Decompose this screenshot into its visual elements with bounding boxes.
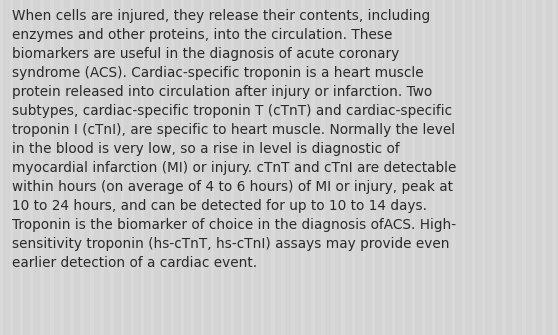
Bar	[100, 0, 104, 335]
Bar	[532, 0, 536, 335]
Bar	[211, 0, 214, 335]
Bar	[70, 0, 74, 335]
Bar	[271, 0, 275, 335]
Text: When cells are injured, they release their contents, including
enzymes and other: When cells are injured, they release the…	[12, 9, 456, 270]
Bar	[191, 0, 194, 335]
Bar	[502, 0, 506, 335]
Bar	[241, 0, 244, 335]
Bar	[432, 0, 435, 335]
Bar	[492, 0, 496, 335]
Bar	[50, 0, 54, 335]
Bar	[0, 0, 3, 335]
Bar	[422, 0, 425, 335]
Bar	[121, 0, 124, 335]
Bar	[542, 0, 546, 335]
Bar	[482, 0, 485, 335]
Bar	[221, 0, 224, 335]
Bar	[161, 0, 164, 335]
Bar	[382, 0, 385, 335]
Bar	[522, 0, 526, 335]
Bar	[402, 0, 405, 335]
Bar	[331, 0, 335, 335]
Bar	[291, 0, 295, 335]
Bar	[472, 0, 475, 335]
Bar	[10, 0, 13, 335]
Bar	[40, 0, 44, 335]
Bar	[110, 0, 114, 335]
Bar	[552, 0, 556, 335]
Bar	[251, 0, 254, 335]
Bar	[362, 0, 365, 335]
Bar	[321, 0, 325, 335]
Bar	[171, 0, 174, 335]
Bar	[512, 0, 516, 335]
Bar	[151, 0, 154, 335]
Bar	[60, 0, 64, 335]
Bar	[80, 0, 84, 335]
Bar	[412, 0, 415, 335]
Bar	[201, 0, 204, 335]
Bar	[392, 0, 395, 335]
Bar	[452, 0, 455, 335]
Bar	[131, 0, 134, 335]
Bar	[462, 0, 465, 335]
Bar	[341, 0, 345, 335]
Bar	[372, 0, 375, 335]
Bar	[231, 0, 234, 335]
Bar	[30, 0, 33, 335]
Bar	[20, 0, 23, 335]
Bar	[301, 0, 305, 335]
Bar	[141, 0, 144, 335]
Bar	[90, 0, 94, 335]
Bar	[311, 0, 315, 335]
Bar	[442, 0, 445, 335]
Bar	[261, 0, 264, 335]
Bar	[281, 0, 285, 335]
Bar	[181, 0, 184, 335]
Bar	[352, 0, 355, 335]
